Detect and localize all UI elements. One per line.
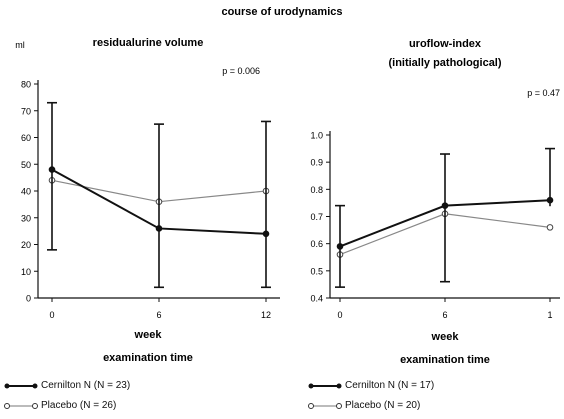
chart-subtitle: (initially pathological) xyxy=(388,57,501,69)
legend-item-cernilton-right: Cernilton N (N = 17) xyxy=(308,380,434,391)
y-tick-label: 70 xyxy=(21,106,31,116)
data-point-placebo xyxy=(546,224,554,231)
chart-uroflow-index: uroflow-index (initially pathological) p =… xyxy=(310,38,560,366)
chart-title: uroflow-index xyxy=(409,38,482,50)
y-tick-label: 0.5 xyxy=(310,266,323,276)
x-tick-label: 0 xyxy=(337,310,342,320)
x-axis-label: week xyxy=(134,329,163,341)
y-tick-label: 0.9 xyxy=(310,158,323,168)
legend-label: Placebo (N = 26) xyxy=(41,400,117,411)
y-tick-label: 0.8 xyxy=(310,185,323,195)
legend-label: Cernilton N (N = 17) xyxy=(345,380,435,391)
data-point-cernilton xyxy=(48,166,56,173)
y-tick-label: 0 xyxy=(26,294,31,304)
x-tick-label: 1 xyxy=(547,310,552,320)
y-tick-label: 80 xyxy=(21,80,31,90)
x-axis-label-secondary: examination time xyxy=(400,354,490,366)
y-tick-label: 1.0 xyxy=(310,131,323,141)
y-tick-label: 60 xyxy=(21,133,31,143)
data-point-cernilton xyxy=(262,230,270,238)
x-tick-label: 6 xyxy=(442,310,447,320)
chart-residual-urine: residualurine volume ml p = 0.006 0 10 20 30 40… xyxy=(15,37,280,364)
legend-label: Cernilton N (N = 23) xyxy=(41,380,131,391)
open-marker-icon xyxy=(4,402,38,409)
y-tick-label: 30 xyxy=(21,213,31,223)
y-tick-label: 0.4 xyxy=(310,294,323,304)
data-point-cernilton xyxy=(336,243,344,250)
legend-label: Placebo (N = 20) xyxy=(345,400,421,411)
y-tick-label: 40 xyxy=(21,187,31,197)
y-unit-label: ml xyxy=(15,40,25,50)
data-point-cernilton xyxy=(155,225,163,232)
figure-title: course of urodynamics xyxy=(221,6,342,18)
y-tick-label: 0.7 xyxy=(310,212,323,222)
x-tick-label: 6 xyxy=(156,310,161,320)
legend-item-placebo-left: Placebo (N = 26) xyxy=(4,400,116,411)
legend-item-cernilton-left: Cernilton N (N = 23) xyxy=(4,380,130,391)
x-tick-label: 12 xyxy=(261,310,271,320)
p-value-label: p = 0.47 xyxy=(527,88,560,98)
y-tick-label: 0.6 xyxy=(310,239,323,249)
p-value-label: p = 0.006 xyxy=(222,66,260,76)
filled-marker-icon xyxy=(4,383,38,388)
x-tick-label: 0 xyxy=(49,310,54,320)
data-point-cernilton xyxy=(546,196,554,204)
legend-item-placebo-right: Placebo (N = 20) xyxy=(308,400,420,411)
open-marker-icon xyxy=(308,402,342,409)
data-point-cernilton xyxy=(441,202,449,209)
x-axis-label-secondary: examination time xyxy=(103,352,193,364)
chart-title: residualurine volume xyxy=(93,37,204,49)
filled-marker-icon xyxy=(308,383,342,388)
x-axis-label: week xyxy=(431,331,460,343)
y-tick-label: 20 xyxy=(21,240,31,250)
y-tick-label: 50 xyxy=(21,160,31,170)
y-tick-label: 10 xyxy=(21,267,31,277)
